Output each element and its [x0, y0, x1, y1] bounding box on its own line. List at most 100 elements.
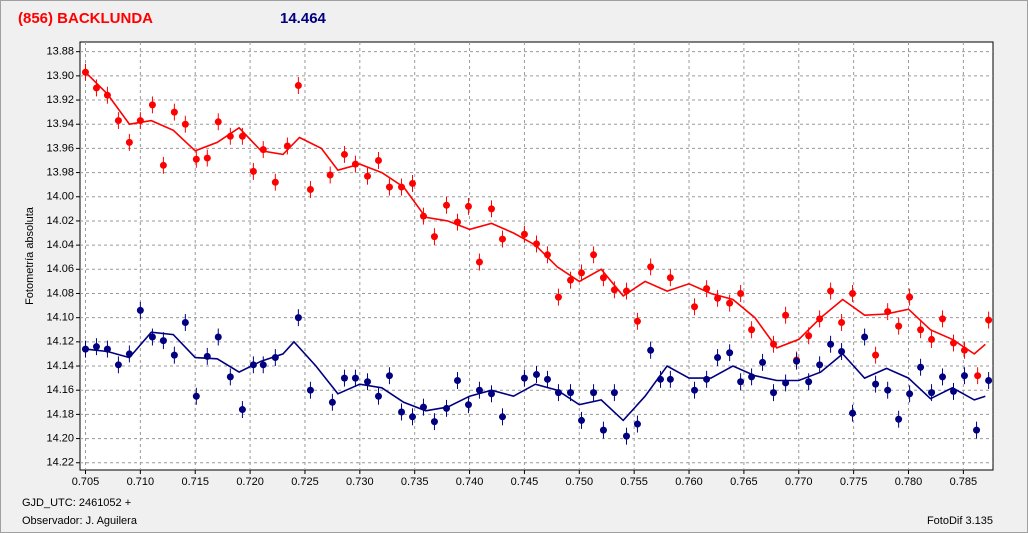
- data-point: [385, 183, 393, 191]
- data-point: [647, 263, 655, 271]
- data-point: [430, 233, 438, 241]
- data-point: [114, 361, 122, 369]
- data-point: [543, 251, 551, 259]
- fit-line: [85, 331, 986, 422]
- data-point: [498, 413, 506, 421]
- data-point: [782, 311, 790, 319]
- data-point: [238, 132, 246, 140]
- y-tick-label: 13.88: [46, 46, 74, 58]
- data-point: [567, 389, 575, 397]
- plot-area: [79, 41, 994, 471]
- data-point: [294, 82, 302, 90]
- data-point: [703, 375, 711, 383]
- x-tick-label: 0.735: [401, 476, 429, 488]
- data-point: [214, 333, 222, 341]
- data-point: [827, 340, 835, 348]
- data-point: [928, 335, 936, 343]
- data-point: [666, 274, 674, 282]
- data-point: [838, 348, 846, 356]
- data-point: [181, 120, 189, 128]
- data-point: [364, 378, 372, 386]
- data-point: [599, 426, 607, 434]
- y-tick-label: 13.92: [46, 94, 74, 106]
- x-tick-label: 0.730: [346, 476, 374, 488]
- y-tick-label: 13.98: [46, 166, 74, 178]
- data-point: [249, 167, 257, 175]
- data-point: [647, 346, 655, 354]
- data-point: [554, 389, 562, 397]
- data-point: [385, 372, 393, 380]
- data-point: [159, 337, 167, 345]
- y-tick-label: 14.06: [46, 263, 74, 275]
- data-point: [895, 415, 903, 423]
- data-point: [159, 161, 167, 169]
- y-tick-label: 13.96: [46, 142, 74, 154]
- data-point: [114, 117, 122, 125]
- y-tick-label: 14.18: [46, 408, 74, 420]
- data-point: [533, 370, 540, 378]
- chart-title: (856) BACKLUNDA: [18, 10, 153, 27]
- data-point: [985, 316, 993, 324]
- data-point: [226, 373, 234, 381]
- data-point: [622, 432, 630, 440]
- x-tick-label: 0.765: [730, 476, 758, 488]
- data-point: [884, 386, 892, 394]
- data-point: [577, 269, 585, 277]
- y-tick-label: 14.10: [46, 312, 74, 324]
- data-point: [985, 377, 993, 385]
- data-point: [430, 418, 438, 426]
- data-point: [259, 361, 267, 369]
- data-point: [475, 386, 483, 394]
- data-point: [214, 118, 222, 126]
- data-point: [714, 354, 722, 362]
- data-point: [398, 408, 406, 416]
- y-tick-label: 14.04: [46, 239, 74, 251]
- data-point: [475, 258, 483, 266]
- y-tick-label: 14.20: [46, 432, 74, 444]
- data-point: [374, 392, 382, 400]
- data-point: [666, 375, 674, 383]
- data-point: [464, 202, 472, 210]
- data-point: [340, 374, 348, 382]
- data-point: [374, 156, 382, 164]
- data-point: [148, 101, 156, 109]
- data-point: [488, 205, 496, 213]
- x-tick-label: 0.760: [675, 476, 703, 488]
- data-point: [590, 389, 598, 397]
- data-point: [81, 345, 89, 353]
- data-point: [543, 375, 551, 383]
- x-tick-label: 0.725: [291, 476, 319, 488]
- data-point: [340, 150, 348, 158]
- data-point: [136, 306, 144, 314]
- x-tick-label: 0.705: [72, 476, 100, 488]
- data-point: [520, 230, 528, 238]
- data-point: [92, 84, 100, 92]
- x-tick-label: 0.755: [620, 476, 648, 488]
- data-point: [849, 289, 857, 297]
- data-point: [271, 178, 279, 186]
- y-tick-label: 14.22: [46, 457, 74, 469]
- data-point: [294, 314, 302, 322]
- data-point: [939, 315, 947, 323]
- data-point: [805, 332, 813, 340]
- data-point: [973, 426, 981, 434]
- data-point: [577, 416, 585, 424]
- data-point: [974, 372, 982, 380]
- software: FotoDif 3.135: [927, 515, 993, 527]
- data-point: [306, 186, 314, 194]
- y-tick-label: 14.14: [46, 360, 74, 372]
- data-point: [861, 333, 869, 341]
- data-point: [939, 373, 947, 381]
- data-point: [408, 179, 416, 187]
- data-point: [533, 240, 540, 248]
- x-tick-label: 0.710: [127, 476, 155, 488]
- x-axis-label: GJD_UTC: 2461052 +: [22, 497, 131, 509]
- data-point: [928, 389, 936, 397]
- y-tick-label: 14.12: [46, 336, 74, 348]
- data-point: [906, 293, 914, 301]
- data-point: [726, 299, 734, 307]
- data-point: [917, 363, 925, 371]
- data-point: [805, 378, 813, 386]
